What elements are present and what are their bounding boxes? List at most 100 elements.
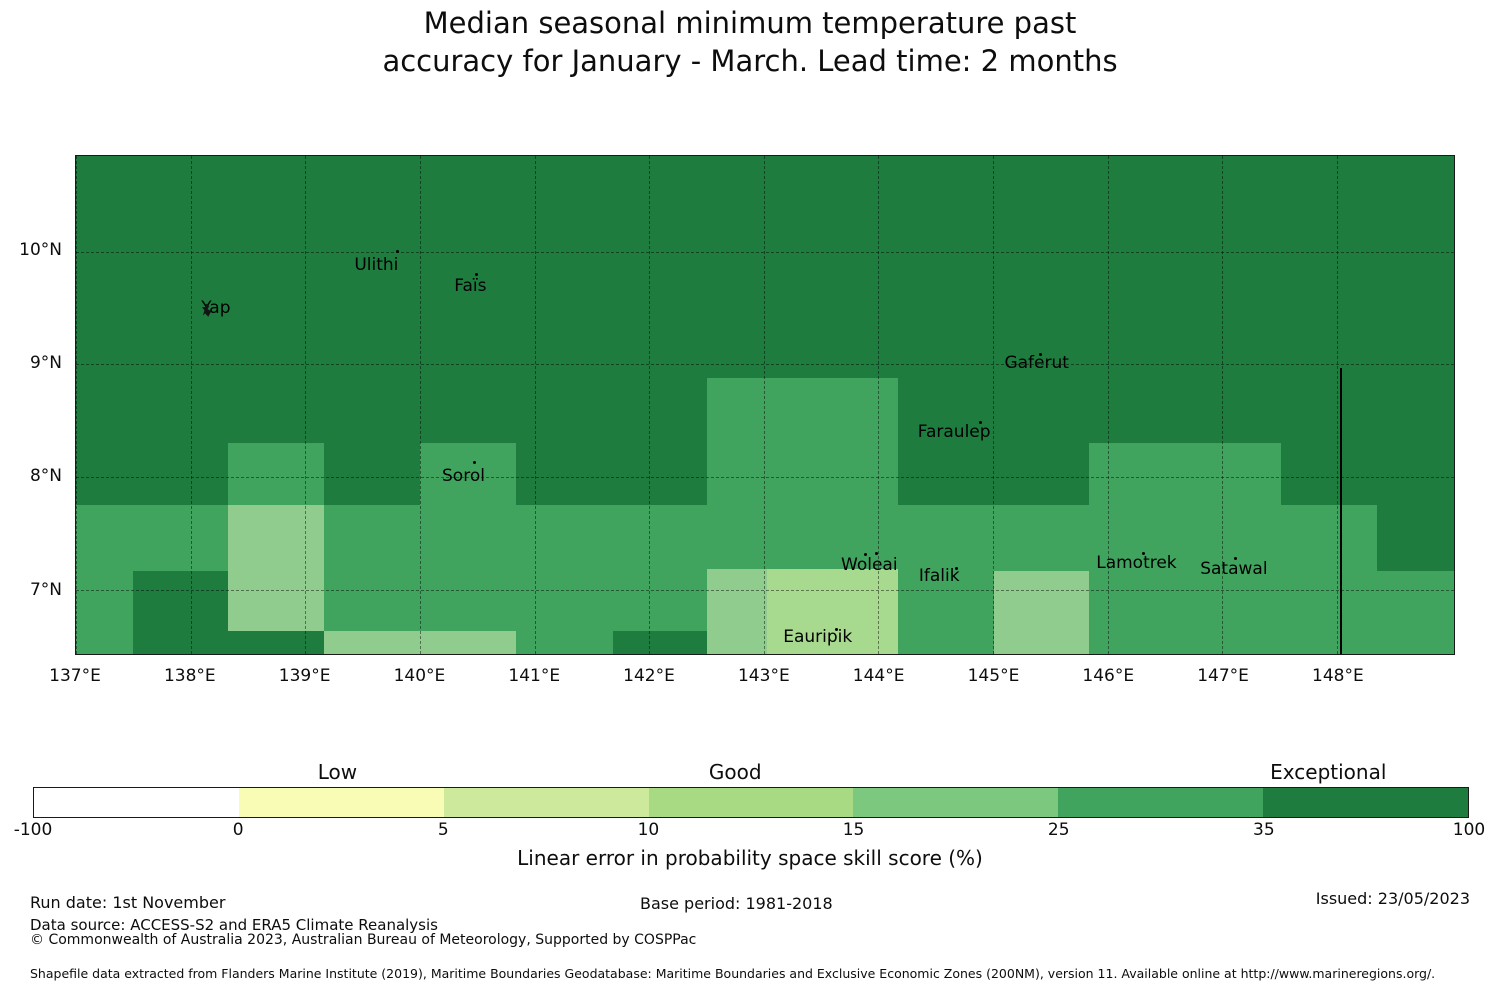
map-gridline-vertical bbox=[419, 156, 421, 654]
island-label: Lamotrek bbox=[1096, 552, 1177, 573]
colorbar-segment bbox=[853, 788, 1059, 817]
colorbar-category-label: Exceptional bbox=[1270, 760, 1387, 784]
map-cell bbox=[419, 443, 517, 506]
colorbar-segment bbox=[1058, 788, 1264, 817]
island-label: Satawal bbox=[1200, 559, 1268, 580]
island-marker-dot bbox=[473, 461, 477, 465]
island-marker-dot bbox=[474, 273, 478, 277]
island-label: Ulithi bbox=[354, 255, 399, 276]
run-date-text: Run date: 1st November bbox=[30, 893, 226, 912]
chart-title-line1: Median seasonal minimum temperature past bbox=[423, 6, 1077, 40]
colorbar bbox=[33, 787, 1469, 818]
map-cell bbox=[323, 631, 517, 654]
colorbar-tick-label: 100 bbox=[1452, 820, 1486, 840]
shapefile-attribution-text: Shapefile data extracted from Flanders M… bbox=[30, 966, 1436, 981]
x-tick-label: 141°E bbox=[508, 666, 561, 686]
x-tick-label: 142°E bbox=[623, 666, 675, 686]
y-tick-label: 8°N bbox=[29, 466, 62, 487]
x-tick-label: 143°E bbox=[737, 666, 790, 686]
island-outline-marker bbox=[202, 303, 212, 317]
x-tick-label: 145°E bbox=[967, 666, 1020, 686]
map-gridline-vertical bbox=[1107, 156, 1109, 654]
x-tick-label: 137°E bbox=[49, 666, 101, 686]
x-tick-label: 148°E bbox=[1312, 666, 1364, 686]
x-tick-label: 139°E bbox=[278, 666, 331, 686]
base-period-text: Base period: 1981-2018 bbox=[640, 894, 833, 913]
colorbar-segment bbox=[1263, 788, 1469, 817]
map-gridline-horizontal bbox=[76, 477, 1454, 479]
map-gridline-vertical bbox=[305, 156, 307, 654]
colorbar-tick-label: -100 bbox=[13, 820, 53, 840]
map-cell bbox=[1377, 505, 1454, 571]
island-label: Eauripik bbox=[783, 627, 853, 648]
island-marker-dot bbox=[979, 421, 983, 425]
map-gridline-vertical bbox=[1222, 156, 1224, 654]
map-gridline-vertical bbox=[763, 156, 765, 654]
map-gridline-horizontal bbox=[76, 589, 1454, 591]
copyright-text: © Commonwealth of Australia 2023, Austra… bbox=[30, 932, 697, 948]
data-source-text: Data source: ACCESS-S2 and ERA5 Climate … bbox=[30, 916, 438, 934]
chart-title: Median seasonal minimum temperature past… bbox=[0, 4, 1500, 80]
island-label: Gaferut bbox=[1004, 353, 1069, 374]
colorbar-segment bbox=[238, 788, 444, 817]
map-cell bbox=[228, 443, 324, 506]
map-gridline-vertical bbox=[534, 156, 536, 654]
map-cell bbox=[228, 505, 324, 632]
colorbar-ticks: -100 0 5 10 15 25 35 100 bbox=[14, 820, 1486, 842]
map-gridline-vertical bbox=[993, 156, 995, 654]
map-gridline-vertical bbox=[190, 156, 192, 654]
map-cell bbox=[706, 377, 898, 506]
colorbar-tick-label: 5 bbox=[437, 820, 449, 840]
colorbar-tick-label: 25 bbox=[1047, 820, 1070, 840]
colorbar-segment bbox=[34, 788, 239, 817]
island-label: Faïs bbox=[454, 275, 487, 296]
x-tick-label: 144°E bbox=[852, 666, 905, 686]
map-cell bbox=[706, 569, 768, 654]
map-cell bbox=[1089, 443, 1281, 506]
colorbar-category-label: Low bbox=[317, 760, 358, 784]
island-label: Woleai bbox=[841, 554, 898, 575]
map-plot-area: Yap Ulithi Faïs Sorol Gaferut Faraulep Woleai I… bbox=[75, 155, 1455, 655]
map-gridline-vertical bbox=[649, 156, 651, 654]
map-gridline-horizontal bbox=[76, 364, 1454, 366]
map-gridline-vertical bbox=[1337, 156, 1339, 654]
chart-title-line2: accuracy for January - March. Lead time:… bbox=[382, 44, 1118, 78]
map-cell bbox=[612, 631, 707, 654]
colorbar-category-labels: Low Good Exceptional bbox=[33, 760, 1469, 786]
x-tick-label: 146°E bbox=[1082, 666, 1135, 686]
y-tick-label: 7°N bbox=[29, 579, 62, 600]
colorbar-tick-label: 35 bbox=[1253, 820, 1275, 840]
island-marker-dot bbox=[864, 552, 868, 556]
island-marker-dot bbox=[875, 551, 879, 555]
colorbar-axis-label: Linear error in probability space skill … bbox=[517, 846, 983, 870]
island-marker-dot bbox=[834, 628, 838, 632]
island-label: Ifalik bbox=[918, 566, 960, 587]
x-tick-label: 140°E bbox=[393, 666, 446, 686]
issued-date-text: Issued: 23/05/2023 bbox=[1315, 889, 1470, 908]
map-cell bbox=[767, 569, 898, 654]
map-cell bbox=[133, 570, 229, 654]
map-gridline-vertical bbox=[878, 156, 880, 654]
island-label: Faraulep bbox=[917, 422, 991, 443]
x-tick-label: 138°E bbox=[163, 666, 216, 686]
colorbar-tick-label: 15 bbox=[842, 820, 865, 840]
colorbar-tick-label: 0 bbox=[232, 820, 244, 840]
island-marker-dot bbox=[1233, 557, 1237, 561]
island-marker-dot bbox=[1039, 353, 1043, 357]
map-gridline-horizontal bbox=[76, 251, 1454, 253]
map-gridline-vertical bbox=[76, 156, 77, 654]
island-marker-dot bbox=[954, 566, 958, 570]
island-label: Sorol bbox=[442, 465, 485, 486]
map-cell bbox=[994, 570, 1090, 654]
maritime-boundary-line bbox=[1339, 367, 1342, 654]
y-tick-label: 9°N bbox=[29, 353, 62, 374]
x-tick-label: 147°E bbox=[1197, 666, 1249, 686]
map-cell bbox=[228, 631, 324, 654]
island-marker-dot bbox=[395, 249, 399, 253]
colorbar-segment bbox=[648, 788, 854, 817]
y-tick-label: 10°N bbox=[19, 240, 62, 261]
colorbar-category-label: Good bbox=[708, 760, 762, 784]
island-marker-dot bbox=[1141, 552, 1145, 556]
colorbar-tick-label: 10 bbox=[637, 820, 660, 840]
